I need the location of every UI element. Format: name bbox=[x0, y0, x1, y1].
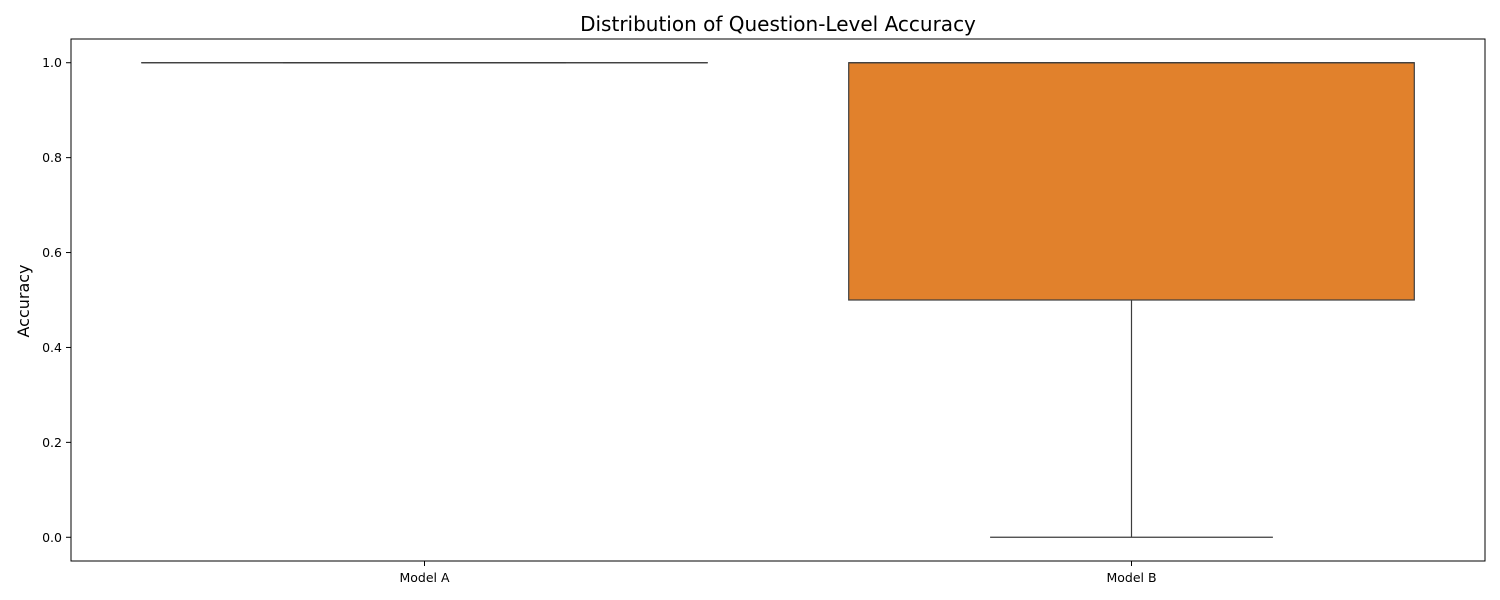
y-tick-label: 0.6 bbox=[42, 245, 62, 260]
y-tick-label: 0.4 bbox=[42, 340, 62, 355]
x-axis: Model A Model B bbox=[399, 561, 1157, 585]
chart-title: Distribution of Question-Level Accuracy bbox=[580, 12, 976, 36]
box-iqr bbox=[848, 62, 1415, 301]
x-tick-label: Model A bbox=[399, 570, 450, 585]
y-axis: 0.0 0.2 0.4 0.6 0.8 1.0 bbox=[42, 55, 71, 545]
y-tick-label: 0.2 bbox=[42, 435, 62, 450]
y-tick-label: 1.0 bbox=[42, 55, 62, 70]
y-tick-label: 0.0 bbox=[42, 530, 62, 545]
x-tick-label: Model B bbox=[1106, 570, 1156, 585]
plot-frame bbox=[70, 38, 1486, 562]
boxes bbox=[141, 62, 1415, 538]
box-group bbox=[848, 62, 1415, 538]
y-tick-label: 0.8 bbox=[42, 150, 62, 165]
y-axis-label: Accuracy bbox=[14, 264, 33, 337]
